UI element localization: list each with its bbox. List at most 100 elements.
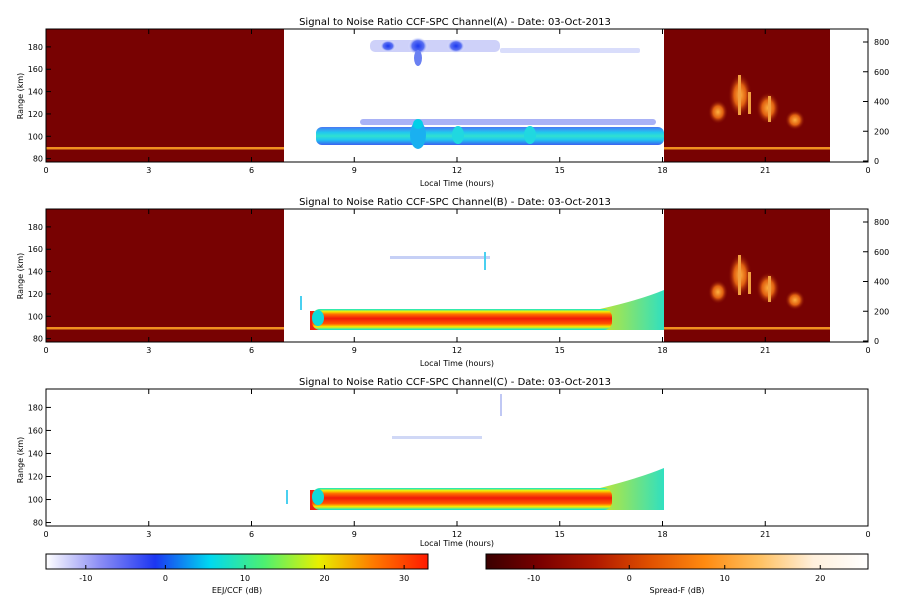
y-tick-label: 140 (28, 268, 43, 277)
panel-b-ylabel: Range (km) (16, 253, 25, 300)
x-tick-label: 18 (657, 530, 667, 539)
panel-b-spreadf (708, 253, 805, 310)
colorbar-tick-label: 0 (627, 574, 632, 583)
x-tick-label: 12 (452, 530, 462, 539)
panel-channel-a: Signal to Noise Ratio CCF-SPC Channel(A)… (16, 17, 889, 188)
x-tick-label: 3 (146, 346, 151, 355)
panel-a-night-line-evening (664, 147, 830, 150)
x-tick-label: 6 (249, 346, 254, 355)
colorbar-eej-bar (45, 553, 429, 570)
x-tick-label: 9 (352, 346, 357, 355)
x-tick-label: 15 (555, 530, 565, 539)
colorbar-eej: -10 0 10 20 30 EEJ/CCF (dB) (45, 553, 429, 595)
x-tick-label: 21 (760, 530, 770, 539)
colorbar-eej-ticks: -10 0 10 20 30 (79, 565, 409, 583)
colorbar-tick-label: 10 (240, 574, 250, 583)
y-tick-label: 120 (28, 290, 43, 299)
right-y-tick-label: 600 (874, 68, 889, 77)
x-tick-label: 21 (760, 166, 770, 175)
x-tick-label: 18 (657, 166, 667, 175)
panel-b-night-line-morning (46, 327, 284, 330)
right-y-tick-label: 800 (874, 38, 889, 47)
colorbar-spreadf-label: Spread-F (dB) (649, 586, 704, 595)
colorbar-tick-label: -10 (527, 574, 540, 583)
colorbar-tick-label: -10 (79, 574, 92, 583)
x-tick-label: 0 (43, 166, 48, 175)
x-tick-label: 9 (352, 530, 357, 539)
y-tick-label: 100 (28, 312, 43, 321)
y-tick-label: 140 (28, 88, 43, 97)
panel-c-ylabel: Range (km) (16, 437, 25, 484)
right-y-tick-label: 400 (874, 278, 889, 287)
panel-a-plot-area (46, 29, 868, 162)
x-tick-label: 15 (555, 166, 565, 175)
x-tick-label: 9 (352, 166, 357, 175)
panel-channel-c: Signal to Noise Ratio CCF-SPC Channel(C)… (16, 377, 871, 548)
colorbar-tick-label: 10 (720, 574, 730, 583)
panel-b-plot-area (46, 209, 868, 342)
y-tick-label: 80 (33, 519, 43, 528)
y-tick-label: 180 (28, 403, 43, 412)
right-y-tick-label: 600 (874, 248, 889, 257)
panel-b-sparse-echoes (300, 252, 490, 310)
panel-b-night-block-morning (46, 209, 284, 342)
panel-channel-b: Signal to Noise Ratio CCF-SPC Channel(B)… (16, 197, 889, 368)
colorbar-tick-label: 20 (319, 574, 329, 583)
right-y-tick-label: 800 (874, 218, 889, 227)
panel-c-xlabel: Local Time (hours) (420, 539, 494, 548)
panel-c-eej-layer (310, 468, 664, 510)
panel-b-night-line-evening (664, 327, 830, 330)
x-tick-label: 3 (146, 530, 151, 539)
panel-c-plot-area (46, 389, 868, 526)
panel-a-night-line-morning (46, 147, 284, 150)
y-tick-label: 160 (28, 65, 43, 74)
x-tick-label: 21 (760, 346, 770, 355)
x-tick-label: 0 (865, 166, 870, 175)
x-tick-label: 0 (865, 530, 870, 539)
x-tick-label: 12 (452, 166, 462, 175)
x-tick-label: 0 (865, 346, 870, 355)
x-tick-label: 0 (43, 530, 48, 539)
x-tick-label: 18 (657, 346, 667, 355)
panel-a-xlabel: Local Time (hours) (420, 179, 494, 188)
panel-a-night-block-morning (46, 29, 284, 162)
right-y-tick-label: 0 (874, 337, 879, 346)
panel-a-spreadf (708, 73, 805, 130)
panel-a-ylabel: Range (km) (16, 73, 25, 120)
y-tick-label: 180 (28, 43, 43, 52)
panel-b-title: Signal to Noise Ratio CCF-SPC Channel(B)… (299, 197, 611, 208)
right-y-tick-label: 200 (874, 307, 889, 316)
panel-b-axes: 0 3 6 9 12 15 18 21 0801001201401601800200400600… (28, 209, 889, 355)
panel-a-axes: 0 3 6 9 12 15 18 21 0801001201401601800200400600… (28, 29, 889, 175)
y-tick-label: 160 (28, 245, 43, 254)
colorbar-spreadf-bar (485, 553, 869, 570)
panel-b-xlabel: Local Time (hours) (420, 359, 494, 368)
panel-c-sparse-echoes (286, 394, 502, 504)
colorbar-tick-label: 30 (399, 574, 409, 583)
x-tick-label: 0 (43, 346, 48, 355)
colorbar-spreadf: -10 0 10 20 Spread-F (dB) (485, 553, 869, 595)
x-tick-label: 6 (249, 530, 254, 539)
y-tick-label: 100 (28, 496, 43, 505)
y-tick-label: 140 (28, 449, 43, 458)
y-tick-label: 160 (28, 426, 43, 435)
colorbar-eej-label: EEJ/CCF (dB) (212, 586, 262, 595)
x-tick-label: 15 (555, 346, 565, 355)
panel-c-title: Signal to Noise Ratio CCF-SPC Channel(C)… (299, 377, 611, 388)
right-y-tick-label: 400 (874, 98, 889, 107)
x-tick-label: 3 (146, 166, 151, 175)
colorbar-tick-label: 20 (815, 574, 825, 583)
panel-b-eej-layer (310, 290, 664, 330)
panel-a-upper-echoes (370, 37, 640, 66)
right-y-tick-label: 200 (874, 127, 889, 136)
y-tick-label: 180 (28, 223, 43, 232)
y-tick-label: 80 (33, 155, 43, 164)
y-tick-label: 120 (28, 110, 43, 119)
colorbar-spreadf-ticks: -10 0 10 20 (527, 565, 825, 583)
y-tick-label: 100 (28, 132, 43, 141)
panel-a-eej-layer (316, 119, 664, 149)
y-tick-label: 120 (28, 472, 43, 481)
